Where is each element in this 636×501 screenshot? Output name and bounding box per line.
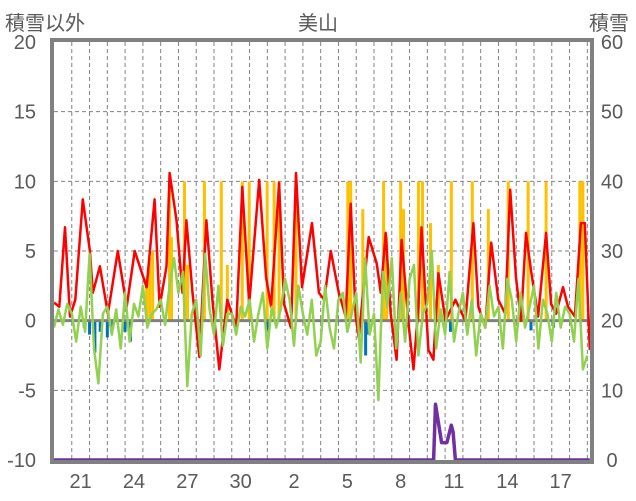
left-y-tick-label: -5	[18, 380, 36, 402]
purple-series-line	[54, 402, 590, 462]
x-tick-label: 24	[123, 471, 145, 493]
yellow-bar	[416, 181, 420, 321]
x-tick-label: 17	[550, 471, 572, 493]
lines	[52, 171, 592, 462]
right-y-tick-label: 50	[601, 102, 623, 124]
right-axis-title: 積雪	[589, 13, 629, 35]
yellow-bar	[361, 209, 365, 321]
blue-bar	[123, 320, 127, 332]
green-series-line	[52, 249, 589, 402]
x-tick-label: 30	[230, 471, 252, 493]
blue-bar	[88, 320, 92, 335]
x-tick-label: 11	[444, 471, 465, 493]
right-y-tick-label: 20	[601, 311, 623, 333]
chart-title: 美山	[298, 13, 338, 35]
plot-frame	[50, 38, 594, 464]
yellow-bar	[265, 181, 269, 321]
blue-bar	[448, 320, 452, 332]
x-tick-label: 5	[342, 471, 353, 493]
yellow-bar	[168, 181, 172, 321]
left-y-tick-label: 20	[14, 32, 36, 54]
red-series-line	[53, 171, 592, 371]
right-y-tick-label: 0	[606, 450, 617, 472]
blue-bar	[529, 320, 533, 331]
yellow-bar	[349, 181, 353, 321]
right-y-tick-label: 40	[601, 171, 623, 193]
yellow-bar	[240, 181, 244, 321]
yellow-bar	[277, 181, 281, 321]
blue-bar	[265, 320, 269, 331]
yellow-bar	[486, 209, 490, 321]
x-tick-label: 2	[288, 471, 299, 493]
x-tick-label: 14	[496, 471, 518, 493]
yellow-bar	[225, 264, 229, 321]
yellow-bar	[247, 181, 251, 321]
blue-bar	[98, 320, 102, 332]
grid	[54, 42, 590, 460]
yellow-bar	[148, 257, 152, 321]
yellow-bar	[544, 181, 548, 321]
yellow-bar	[219, 181, 223, 321]
left-y-tick-label: 10	[14, 171, 36, 193]
left-y-tick-label: -10	[7, 450, 36, 472]
yellow-bar	[186, 264, 190, 321]
left-y-tick-label: 15	[14, 102, 36, 124]
blue-bar	[93, 320, 97, 353]
yellow-bar	[581, 181, 585, 321]
blue-bar	[105, 320, 109, 338]
yellow-bar	[145, 278, 149, 321]
left-y-tick-label: 0	[25, 311, 36, 333]
x-tick-label: 21	[70, 471, 92, 493]
right-y-tick-label: 60	[601, 32, 623, 54]
yellow-bar	[151, 251, 155, 321]
right-y-tick-label: 10	[601, 380, 623, 402]
yellow-bar	[385, 237, 389, 321]
x-tick-label: 8	[395, 471, 406, 493]
plot-border	[50, 38, 594, 464]
x-tick-label: 27	[176, 471, 198, 493]
blue-bar	[364, 320, 368, 356]
yellow-bar	[449, 181, 453, 321]
yellow-bar	[294, 181, 298, 321]
left-axis-title: 積雪以外	[5, 13, 85, 35]
left-y-tick-label: 5	[25, 241, 36, 263]
right-y-tick-label: 30	[601, 241, 623, 263]
